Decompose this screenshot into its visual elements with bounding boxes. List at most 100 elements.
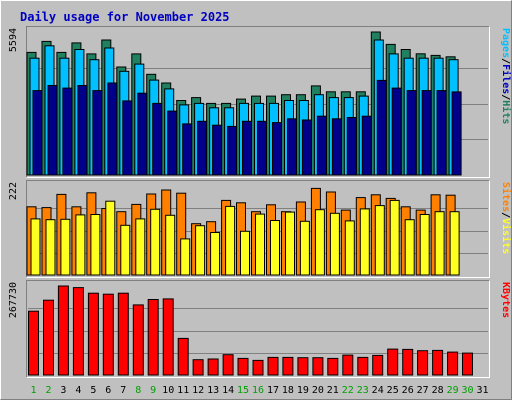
bar-pages	[137, 92, 148, 176]
bar-pages	[436, 90, 447, 176]
bar-kbytes	[372, 354, 384, 376]
bar-kbytes	[177, 337, 189, 376]
chart-title: Daily usage for November 2025	[20, 10, 230, 24]
series-label-part: /	[500, 212, 511, 218]
bar-sites	[419, 214, 430, 276]
bar-sites	[374, 205, 385, 276]
bar-kbytes	[402, 348, 414, 376]
bar-sites	[285, 211, 295, 276]
bar-kbytes	[28, 310, 39, 376]
bar-pages	[272, 122, 282, 176]
panel-max-label: 222	[8, 182, 19, 200]
bar-kbytes	[57, 285, 69, 376]
day-label: 2	[45, 385, 51, 396]
bar-pages	[451, 91, 462, 176]
bar-sites	[30, 218, 41, 276]
bar-pages	[406, 90, 417, 176]
bar-pages	[77, 85, 88, 176]
day-label: 17	[267, 385, 279, 396]
day-label: 27	[417, 385, 429, 396]
bar-pages	[287, 118, 297, 176]
bar-pages	[47, 85, 58, 176]
day-label: 20	[312, 385, 324, 396]
bar-sites	[225, 205, 236, 276]
bar-kbytes	[43, 299, 54, 376]
bar-pages	[391, 87, 402, 176]
day-label: 10	[162, 385, 174, 396]
bar-pages	[62, 87, 73, 176]
day-label: 5	[90, 385, 96, 396]
bar-kbytes	[132, 304, 144, 376]
bar-sites	[270, 220, 280, 276]
bar-pages	[316, 115, 327, 176]
bar-sites	[150, 208, 161, 276]
bar-pages	[197, 120, 208, 176]
bar-pages	[107, 82, 118, 176]
bar-sites	[449, 211, 460, 276]
bar-sites	[240, 230, 250, 276]
day-label: 6	[105, 385, 111, 396]
panel-max-label: 5594	[8, 28, 19, 52]
series-label-part: KBytes	[500, 282, 511, 318]
bar-sites	[45, 219, 56, 276]
bar-pages	[32, 90, 43, 176]
bar-kbytes	[447, 351, 459, 376]
bar-kbytes	[147, 299, 159, 376]
bar-kbytes	[192, 359, 204, 376]
day-label: 25	[387, 385, 399, 396]
bar-pages	[361, 115, 372, 176]
bar-kbytes	[102, 293, 114, 376]
day-label: 30	[461, 385, 473, 396]
bar-pages	[227, 125, 238, 176]
bar-sites	[90, 214, 101, 276]
bar-kbytes	[342, 354, 354, 376]
panel-series-label: KBytes	[500, 282, 511, 318]
bar-sites	[210, 232, 221, 276]
panel-series-label: Sites/Visits	[500, 182, 512, 254]
bar-kbytes	[207, 358, 219, 376]
day-label: 7	[120, 385, 126, 396]
panel-bevel-dark	[26, 280, 490, 378]
panel-hits_files_pages: 5594 Pages/Files/Hits	[8, 26, 512, 178]
bar-kbytes	[267, 356, 279, 376]
bar-kbytes	[357, 356, 369, 376]
panel-max-label: 267730	[8, 282, 19, 318]
series-label-part: Visits	[500, 218, 512, 254]
bar-sites	[359, 208, 370, 276]
day-label: 1	[30, 385, 36, 396]
day-label: 8	[135, 385, 141, 396]
bar-kbytes	[312, 357, 324, 376]
day-label: 19	[297, 385, 309, 396]
bar-kbytes	[327, 357, 339, 376]
day-label: 3	[60, 385, 66, 396]
bar-kbytes	[432, 349, 444, 376]
panel-bevel-light	[26, 280, 490, 378]
x-axis-day-labels: 1 2 3 4 5 6 7 8 9 10 11 12 13 14 15 16 17 18 19 20 21 22 23 24 2…	[30, 385, 488, 396]
series-label-part: Hits	[500, 100, 512, 124]
bar-pages	[346, 117, 357, 176]
bar-kbytes	[297, 357, 309, 376]
bar-sites	[105, 200, 116, 276]
bar-sites	[180, 238, 191, 276]
day-label: 23	[357, 385, 369, 396]
day-label: 21	[327, 385, 339, 396]
bar-sites	[329, 212, 340, 276]
bar-sites	[120, 224, 131, 276]
day-label: 12	[192, 385, 204, 396]
bar-pages	[331, 118, 342, 176]
bar-kbytes	[162, 298, 174, 376]
bar-sites	[299, 220, 310, 276]
bar-pages	[421, 90, 432, 176]
day-label: 29	[447, 385, 459, 396]
panel-bevel-light	[26, 26, 490, 178]
day-label: 18	[282, 385, 294, 396]
bar-sites	[255, 213, 265, 276]
day-label: 4	[75, 385, 81, 396]
bar-kbytes	[87, 292, 99, 376]
bar-kbytes	[237, 357, 249, 376]
bar-sites	[195, 225, 206, 276]
bar-kbytes	[252, 359, 264, 376]
day-label: 31	[476, 385, 488, 396]
bar-sites	[314, 209, 325, 276]
